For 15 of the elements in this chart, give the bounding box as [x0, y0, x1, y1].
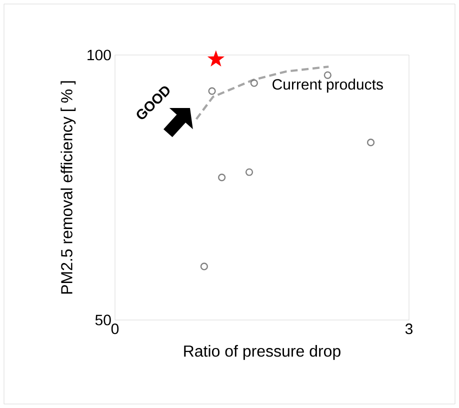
x-tick-label: 3: [405, 324, 413, 334]
x-axis-title: Ratio of pressure drop: [184, 345, 340, 360]
point: [324, 71, 332, 79]
y-tick-label: 100: [88, 50, 111, 60]
point: [218, 174, 226, 182]
point: [208, 87, 216, 95]
point: [245, 168, 254, 176]
point: [207, 50, 224, 67]
x-tick-label: 0: [111, 324, 119, 334]
series-label: Current products: [272, 78, 383, 93]
y-axis-title: PM2.5 removal efficiency [ % ]: [60, 81, 76, 294]
point: [250, 79, 258, 87]
point: [200, 262, 208, 270]
point: [366, 138, 375, 146]
y-tick-label: 50: [95, 314, 111, 326]
